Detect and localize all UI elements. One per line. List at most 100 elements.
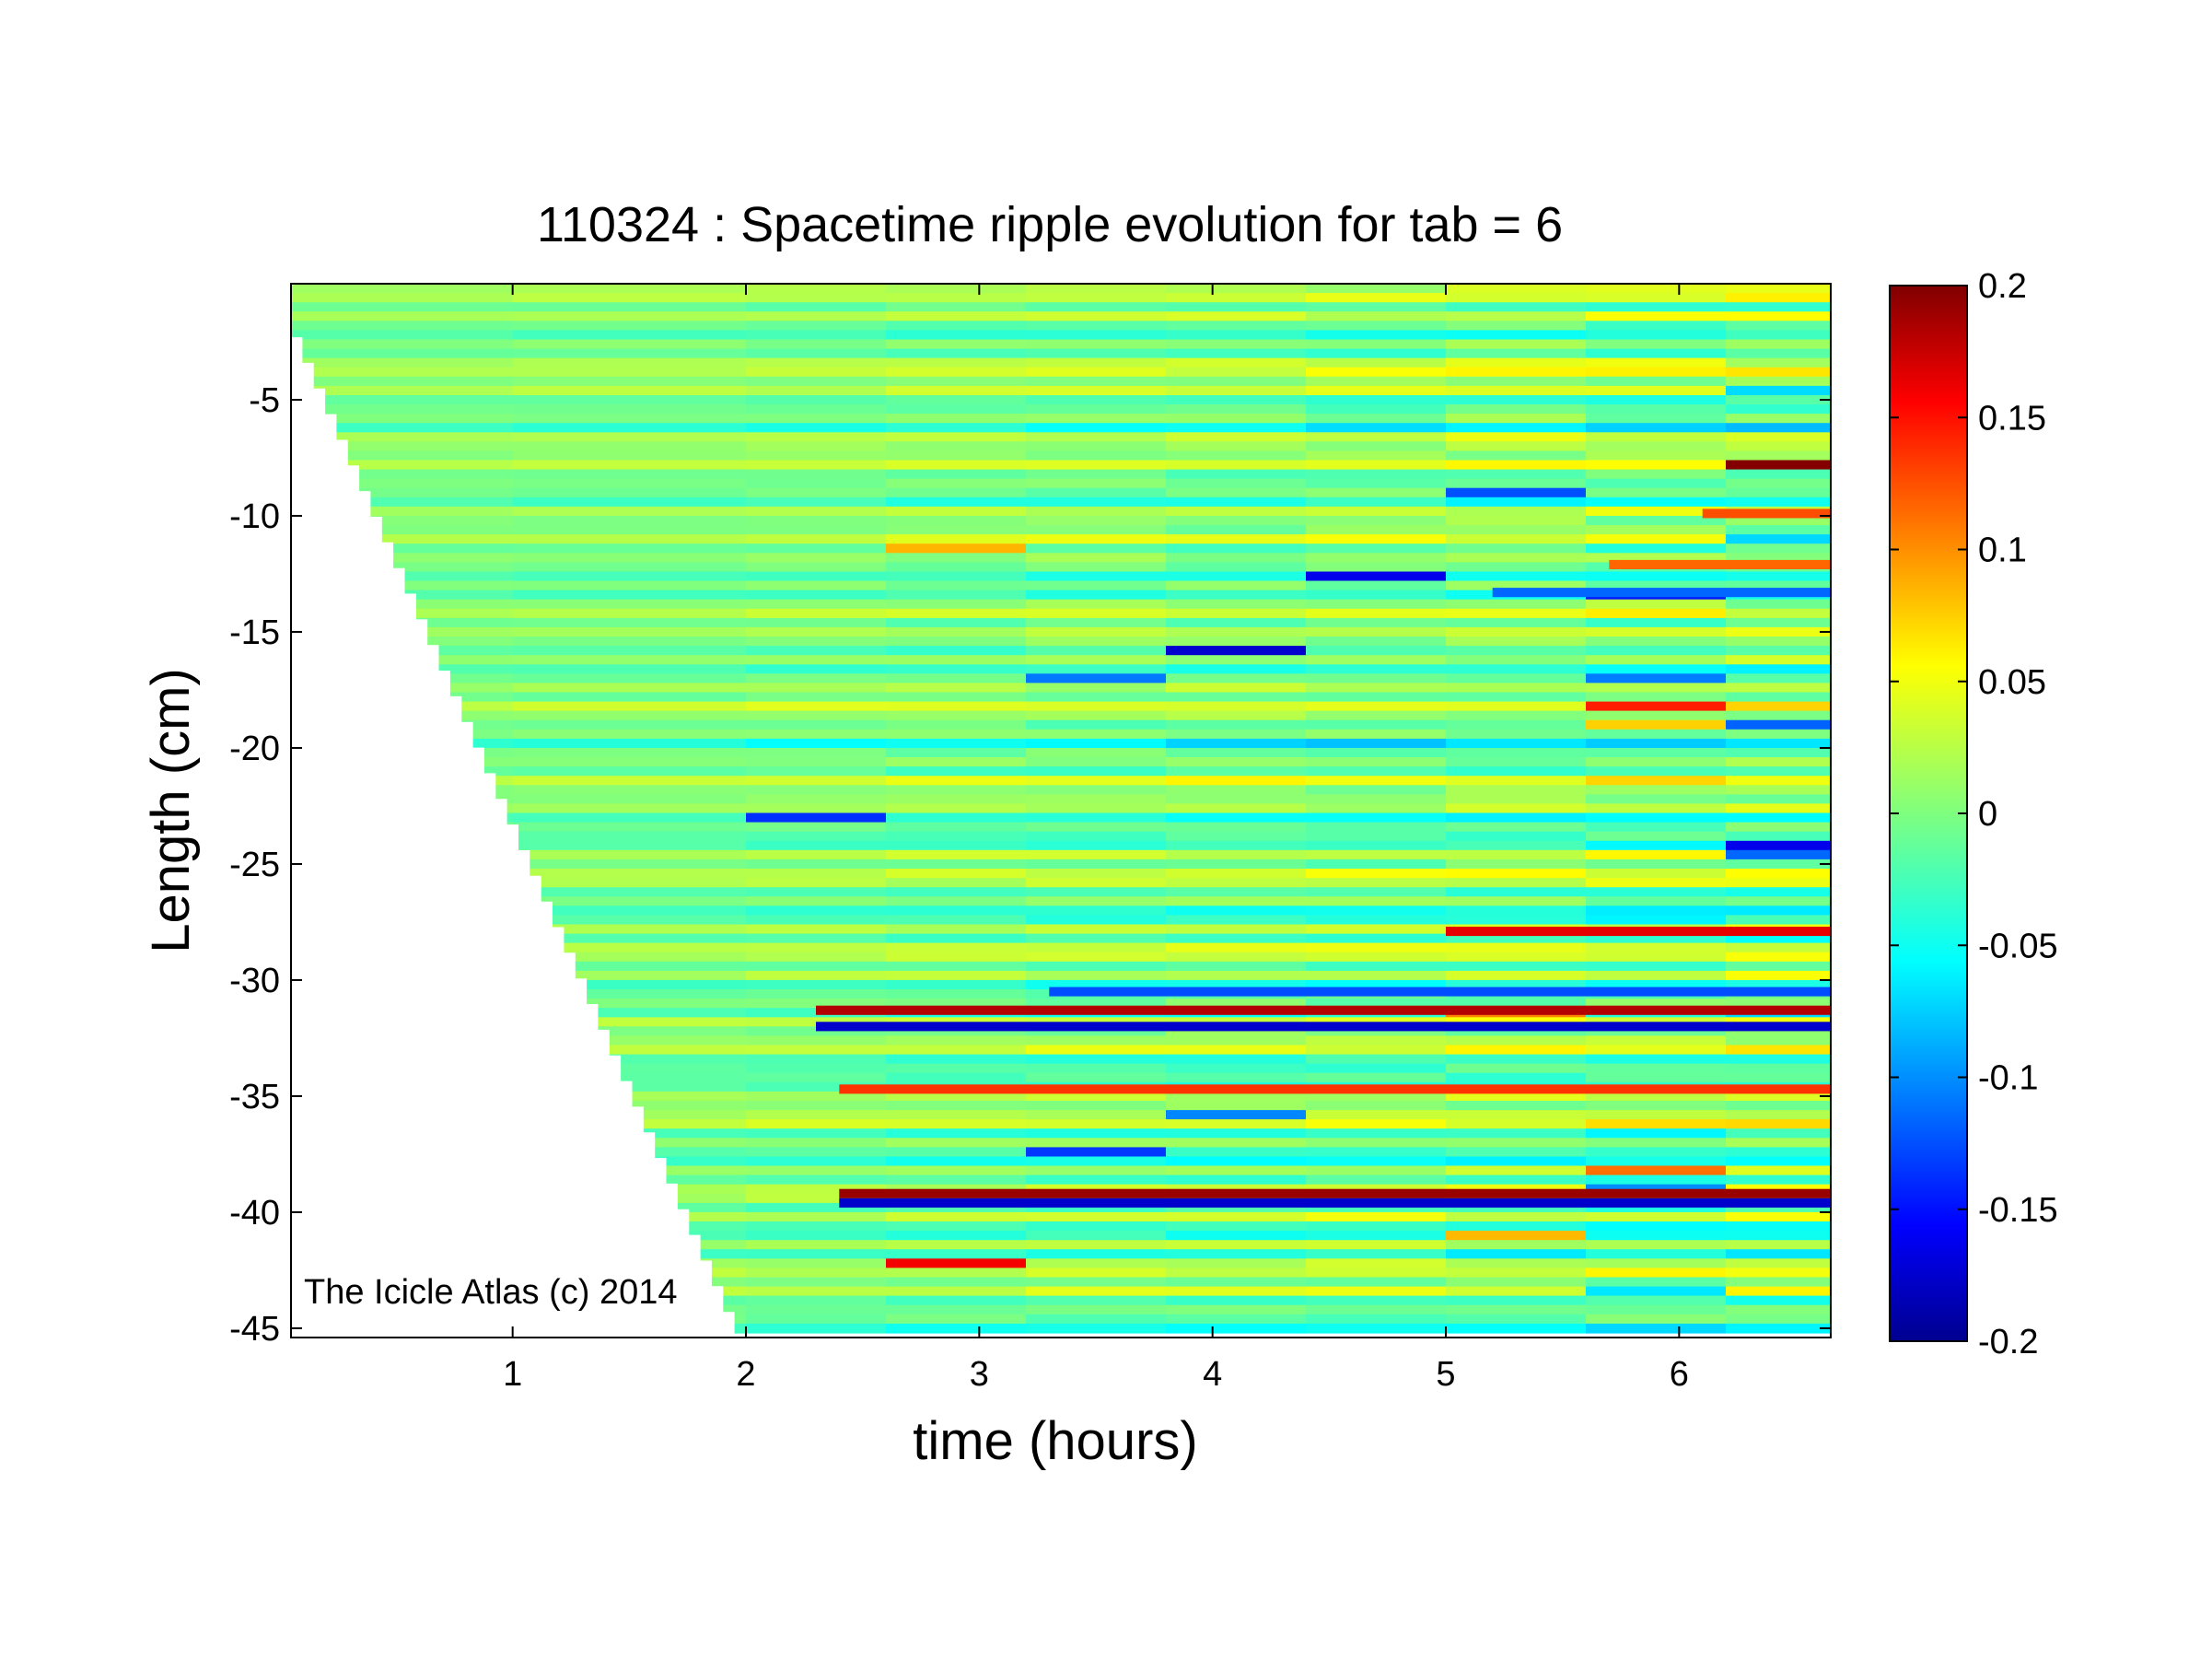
heatmap-cell — [291, 450, 514, 461]
heatmap-cell — [1726, 571, 1832, 582]
heatmap-cell — [1166, 1268, 1307, 1279]
heatmap-cell — [1446, 553, 1587, 563]
heatmap-cell — [1306, 878, 1447, 888]
heatmap-cell — [512, 646, 747, 656]
colorbar-ticks: 0.2 0.15 0.1 0.05 0 -0.05 -0.1 -0.15 -0.2 — [1890, 267, 2058, 1361]
heatmap-cell — [746, 878, 887, 888]
heatmap-cell — [1446, 1128, 1587, 1139]
heatmap-cell — [746, 942, 887, 953]
heatmap-cell — [1026, 1156, 1167, 1167]
heatmap-cell — [886, 1277, 1027, 1288]
heatmap-cell — [1166, 719, 1307, 730]
heatmap-cell — [1446, 543, 1587, 554]
heatmap-cell — [1306, 840, 1447, 851]
heatmap-cell — [1306, 423, 1447, 433]
heatmap-cell — [1586, 1072, 1727, 1083]
heatmap-cell — [1446, 423, 1587, 433]
heatmap-cell — [1166, 404, 1307, 415]
heatmap-cell — [1586, 1165, 1727, 1176]
heatmap-cell — [1446, 339, 1587, 350]
heatmap-cell — [1586, 637, 1727, 647]
heatmap-cell — [1166, 590, 1307, 601]
heatmap-cell — [746, 812, 887, 824]
heatmap-cell — [1726, 534, 1832, 544]
heatmap-cell — [1726, 1249, 1832, 1259]
y-tick-label: -30 — [229, 962, 280, 1000]
heatmap-cell — [1586, 339, 1727, 350]
heatmap-cell — [1026, 1240, 1167, 1250]
heatmap-cell — [1586, 785, 1727, 795]
heatmap-cell — [1166, 478, 1307, 489]
heatmap-cell — [746, 1045, 887, 1056]
heatmap-cell — [1026, 385, 1167, 396]
heatmap-cell — [512, 738, 747, 749]
heatmap-cell — [1726, 516, 1832, 526]
heatmap-cell — [746, 1147, 887, 1158]
heatmap-cell — [1166, 543, 1307, 554]
heatmap-cell — [1026, 311, 1167, 321]
heatmap-cell — [1446, 933, 1587, 944]
heatmap-cell — [746, 1202, 887, 1213]
heatmap-cell — [1306, 293, 1447, 303]
heatmap-cell — [886, 497, 1027, 508]
heatmap-cell — [1306, 460, 1447, 471]
heatmap-cell — [291, 414, 514, 424]
heatmap-cell — [1166, 905, 1307, 916]
heatmap-cell — [1586, 961, 1727, 972]
heatmap-cell — [1166, 664, 1307, 674]
heatmap-cell — [512, 460, 747, 471]
heatmap-cell — [1586, 1156, 1727, 1167]
heatmap-cell — [1166, 1258, 1307, 1268]
heatmap-cell — [886, 646, 1027, 656]
heatmap-cell — [746, 803, 887, 814]
heatmap-cell — [1166, 794, 1307, 805]
heatmap-cell — [746, 1286, 887, 1297]
heatmap-cell — [512, 878, 747, 888]
heatmap-cell — [1726, 849, 1832, 860]
heatmap-cell — [886, 404, 1027, 415]
heatmap-cell — [1306, 1119, 1447, 1129]
heatmap-cell — [1446, 738, 1587, 749]
heatmap-cell — [886, 1240, 1027, 1250]
heatmap-cell — [1166, 469, 1307, 480]
heatmap-cell — [886, 441, 1027, 451]
heatmap-cell — [512, 952, 747, 963]
heatmap-cell — [512, 933, 747, 944]
heatmap-cell — [746, 766, 887, 777]
heatmap-cell — [746, 1314, 887, 1325]
heatmap-cell — [1306, 617, 1447, 628]
plot-frame — [290, 283, 1832, 1338]
heatmap-cell — [1166, 525, 1307, 535]
heatmap-cell — [746, 822, 887, 833]
heatmap-cell — [886, 1110, 1027, 1120]
heatmap-cell — [1446, 822, 1587, 833]
heatmap-cell — [1026, 1101, 1167, 1111]
heatmap-cell — [1306, 961, 1447, 972]
heatmap-cell — [1026, 534, 1167, 544]
y-tick-label: -15 — [229, 613, 280, 652]
heatmap-cell — [1586, 905, 1727, 916]
heatmap-cell — [886, 395, 1027, 405]
heatmap-cell — [1166, 915, 1307, 926]
heatmap-cell — [1166, 330, 1307, 341]
heatmap-cell — [512, 339, 747, 350]
heatmap-cell — [1026, 1295, 1167, 1306]
heatmap-cell — [1166, 785, 1307, 795]
ripple-band — [1049, 987, 1831, 997]
heatmap-cell — [746, 905, 887, 916]
heatmap-cell — [886, 1314, 1027, 1325]
heatmap-cell — [1166, 617, 1307, 628]
heatmap-cell — [1306, 469, 1447, 480]
heatmap-cell — [1446, 348, 1587, 359]
y-tick-label: -25 — [229, 846, 280, 884]
heatmap-cell — [1446, 1165, 1587, 1176]
heatmap-cell — [1726, 385, 1832, 396]
heatmap-cell — [512, 497, 747, 508]
heatmap-cell — [512, 701, 747, 712]
heatmap-cell — [512, 887, 747, 897]
heatmap-cell — [1166, 1165, 1307, 1176]
heatmap-cell — [886, 766, 1027, 777]
heatmap-cell — [1726, 580, 1832, 591]
heatmap-cell — [1026, 617, 1167, 628]
heatmap-cell — [1026, 719, 1167, 730]
